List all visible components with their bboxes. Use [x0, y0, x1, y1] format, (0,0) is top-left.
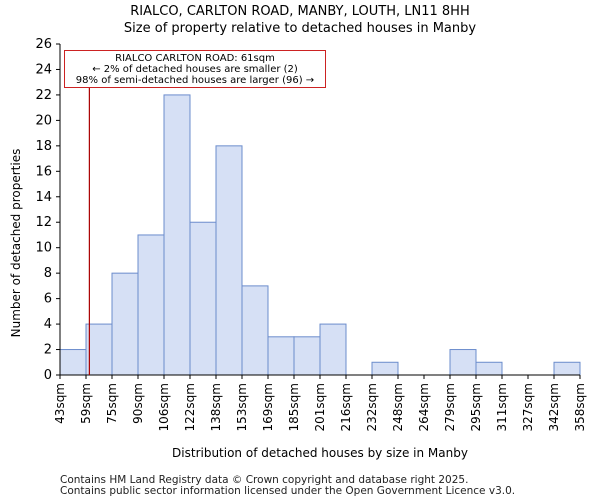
x-axis-label: Distribution of detached houses by size … [172, 446, 468, 460]
y-tick-label: 2 [44, 343, 52, 358]
footer-licence: Contains public sector information licen… [60, 485, 516, 497]
footer-copyright: Contains HM Land Registry data © Crown c… [60, 474, 469, 486]
x-tick-label: 201sqm [313, 383, 327, 431]
chart-title: RIALCO, CARLTON ROAD, MANBY, LOUTH, LN11… [130, 4, 470, 19]
x-tick-label: 185sqm [287, 383, 301, 431]
histogram-bar [267, 336, 295, 376]
annotation-line-2: ← 2% of detached houses are smaller (2) [92, 64, 298, 75]
histogram-bar [189, 221, 217, 376]
x-tick-label: 75sqm [105, 383, 119, 424]
y-tick-label: 10 [35, 241, 52, 256]
histogram-bar [163, 94, 191, 376]
x-tick-label: 342sqm [547, 383, 561, 431]
histogram-bar [371, 361, 399, 376]
histogram-bar [475, 361, 503, 376]
histogram-bar [293, 336, 321, 376]
histogram-bar [449, 349, 477, 376]
y-axis-label: Number of detached properties [9, 148, 23, 338]
x-tick-label: 279sqm [443, 383, 457, 431]
histogram-bar [241, 285, 269, 376]
y-tick-label: 0 [44, 368, 52, 383]
histogram-bar [59, 349, 87, 376]
histogram-bar [553, 361, 581, 376]
annotation-line-1: RIALCO CARLTON ROAD: 61sqm [115, 53, 275, 64]
x-tick-label: 153sqm [235, 383, 249, 431]
x-tick-label: 106sqm [157, 383, 171, 431]
x-tick-label: 122sqm [183, 383, 197, 431]
x-tick-label: 264sqm [417, 383, 431, 431]
x-tick-label: 295sqm [469, 383, 483, 431]
y-tick-label: 14 [35, 190, 52, 205]
x-tick-label: 358sqm [573, 383, 587, 431]
x-tick-label: 59sqm [79, 383, 93, 424]
y-tick-label: 20 [35, 113, 52, 128]
property-annotation-box: RIALCO CARLTON ROAD: 61sqm ← 2% of detac… [64, 50, 326, 88]
x-tick-label: 232sqm [365, 383, 379, 431]
annotation-line-3: 98% of semi-detached houses are larger (… [75, 75, 315, 86]
histogram-bar [111, 272, 139, 376]
x-tick-label: 327sqm [521, 383, 535, 431]
histogram-bar [137, 234, 165, 376]
y-tick-label: 24 [35, 62, 52, 77]
y-tick-label: 18 [35, 139, 52, 154]
x-tick-label: 90sqm [131, 383, 145, 424]
y-tick-label: 12 [35, 215, 52, 230]
y-tick-label: 8 [44, 266, 52, 281]
chart-subtitle: Size of property relative to detached ho… [123, 21, 477, 36]
y-tick-label: 6 [44, 292, 52, 307]
x-tick-label: 311sqm [495, 383, 509, 431]
y-tick-label: 26 [35, 37, 52, 52]
y-tick-label: 16 [35, 164, 52, 179]
x-tick-label: 169sqm [261, 383, 275, 431]
x-tick-label: 248sqm [391, 383, 405, 431]
x-tick-label: 138sqm [209, 383, 223, 431]
histogram-bar [215, 145, 243, 376]
y-tick-label: 22 [35, 88, 52, 103]
histogram-bar [319, 323, 347, 376]
x-tick-label: 216sqm [339, 383, 353, 431]
y-tick-label: 4 [44, 317, 52, 332]
x-tick-label: 43sqm [53, 383, 67, 424]
